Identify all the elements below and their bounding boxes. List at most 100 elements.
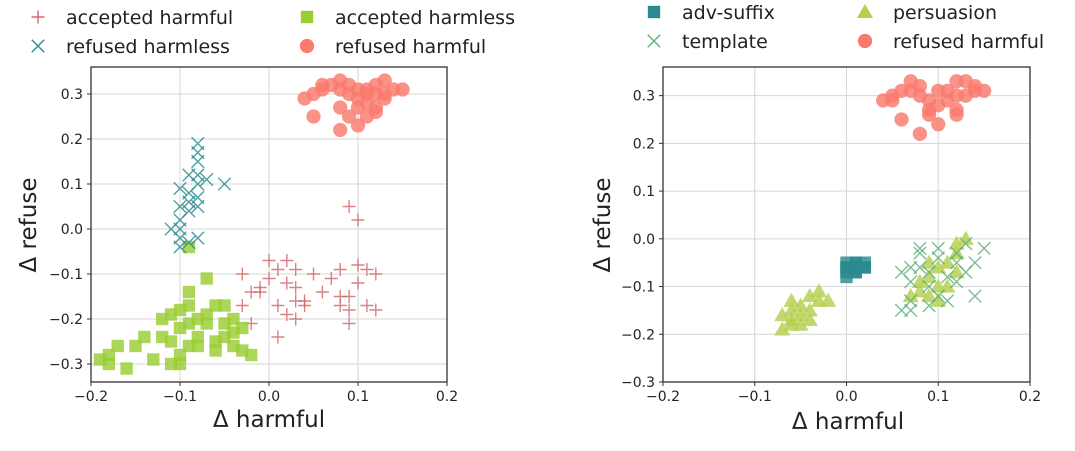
y-tick-label: −0.2: [621, 327, 655, 343]
legend-label: persuasion: [893, 2, 997, 24]
legend-marker: [31, 10, 45, 24]
data-point: [333, 100, 348, 115]
y-tick-label: 0.3: [61, 87, 83, 103]
y-tick-label: 0.0: [61, 222, 83, 238]
data-point: [801, 311, 818, 326]
y-tick-label: 0.1: [633, 184, 655, 200]
y-tick-label: −0.2: [49, 312, 83, 328]
data-point: [774, 307, 791, 322]
legend-item: accepted harmless: [300, 7, 515, 29]
y-tick-label: −0.3: [621, 375, 655, 391]
data-point: [147, 353, 160, 366]
data-point: [182, 285, 196, 299]
data-point: [245, 348, 258, 362]
data-point: [360, 263, 374, 276]
data-point: [783, 292, 800, 307]
data-point: [939, 278, 956, 293]
y-tick-label: 0.2: [61, 132, 83, 148]
series-refused-harmless: [164, 136, 232, 254]
x-tick-label: 0.1: [347, 389, 369, 405]
data-point: [280, 254, 294, 267]
data-point: [307, 267, 320, 281]
data-point: [289, 281, 303, 294]
data-point: [810, 283, 828, 298]
chart-right: −0.2 −0.1 0.0 0.1 0.2−0.3−0.2−0.10.00.10.20.…: [590, 66, 1041, 435]
y-tick-label: −0.1: [621, 280, 655, 296]
legend-label: accepted harmful: [66, 7, 233, 29]
data-point: [930, 259, 947, 274]
data-point: [164, 308, 178, 321]
data-point: [903, 83, 918, 99]
data-point: [209, 344, 222, 357]
legend-marker: [856, 3, 874, 19]
y-tick-label: 0.1: [61, 177, 83, 193]
data-point: [342, 317, 356, 330]
data-point: [940, 270, 955, 284]
x-tick-label: 0.0: [258, 389, 280, 405]
x-tick-label: −0.1: [738, 389, 772, 405]
data-point: [921, 254, 938, 269]
data-point: [315, 285, 329, 299]
x-tick-label: −0.2: [646, 389, 680, 405]
data-point: [921, 268, 938, 284]
y-tick-label: 0.0: [633, 232, 655, 248]
legend-label: template: [682, 31, 768, 53]
data-point: [911, 273, 928, 288]
data-point: [903, 303, 918, 318]
data-point: [306, 109, 321, 124]
legend-marker: [31, 39, 45, 53]
data-point: [792, 307, 809, 322]
data-point: [200, 272, 213, 285]
data-point: [271, 263, 285, 276]
data-point: [341, 109, 357, 124]
data-point: [342, 303, 356, 317]
data-point: [949, 107, 964, 122]
series-template: [894, 236, 991, 318]
data-point: [783, 302, 800, 317]
legend-marker: [647, 5, 661, 19]
legend-label: adv-suffix: [682, 2, 775, 24]
data-point: [930, 292, 947, 307]
data-point: [351, 213, 365, 227]
data-point: [885, 93, 900, 108]
data-point: [235, 299, 249, 312]
legend-marker: [300, 10, 314, 24]
data-point: [289, 263, 303, 276]
data-point: [271, 299, 285, 312]
data-point: [173, 240, 187, 254]
legend-label: accepted harmless: [335, 7, 515, 29]
data-point: [218, 330, 231, 344]
x-tick-label: −0.2: [74, 389, 108, 405]
data-point: [182, 317, 196, 330]
data-point: [940, 294, 955, 308]
legend-marker: [857, 33, 873, 49]
data-point: [351, 276, 365, 290]
data-point: [289, 294, 303, 308]
data-point: [217, 177, 232, 191]
data-point: [913, 241, 927, 256]
data-point: [913, 246, 927, 260]
data-point: [173, 357, 187, 371]
data-point: [801, 288, 818, 303]
series-refused-harmful: [876, 74, 992, 141]
data-point: [939, 254, 956, 269]
legend-marker: [299, 38, 315, 54]
data-point: [173, 199, 187, 214]
data-point: [191, 330, 204, 344]
legend-item: refused harmful: [299, 36, 486, 58]
data-point: [218, 299, 231, 312]
data-point: [902, 288, 919, 303]
data-point: [359, 86, 375, 102]
data-point: [369, 303, 383, 317]
data-point: [341, 77, 357, 93]
data-point: [948, 264, 965, 279]
data-point: [948, 235, 965, 250]
data-point: [262, 254, 276, 267]
data-point: [333, 299, 347, 312]
data-point: [921, 107, 937, 122]
series-persuasion: [774, 230, 974, 336]
data-point: [333, 263, 347, 276]
legend-item: adv-suffix: [647, 2, 775, 24]
legend-label: refused harmful: [335, 36, 486, 58]
data-point: [792, 316, 809, 331]
